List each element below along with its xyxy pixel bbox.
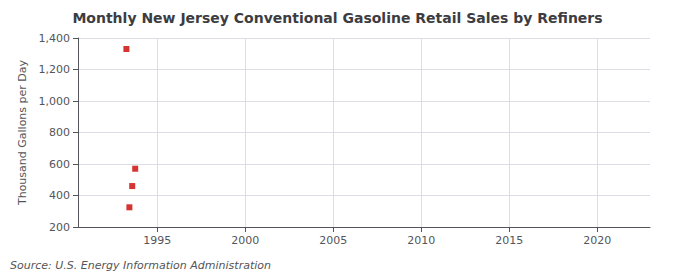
- svg-text:200: 200: [49, 221, 70, 234]
- svg-text:400: 400: [49, 189, 70, 202]
- svg-text:600: 600: [49, 158, 70, 171]
- svg-text:Monthly New Jersey Conventiona: Monthly New Jersey Conventional Gasoline…: [72, 10, 602, 26]
- svg-text:1995: 1995: [143, 234, 171, 247]
- svg-text:1,200: 1,200: [39, 63, 71, 76]
- svg-text:Source: U.S. Energy Informatio: Source: U.S. Energy Information Administ…: [10, 259, 271, 272]
- svg-text:1,400: 1,400: [39, 32, 71, 45]
- svg-text:2015: 2015: [495, 234, 523, 247]
- svg-text:2005: 2005: [319, 234, 347, 247]
- svg-text:2000: 2000: [231, 234, 259, 247]
- svg-text:1,000: 1,000: [39, 95, 71, 108]
- svg-text:2020: 2020: [583, 234, 611, 247]
- svg-text:800: 800: [49, 126, 70, 139]
- svg-text:Thousand Gallons per Day: Thousand Gallons per Day: [16, 59, 29, 206]
- svg-text:2010: 2010: [407, 234, 435, 247]
